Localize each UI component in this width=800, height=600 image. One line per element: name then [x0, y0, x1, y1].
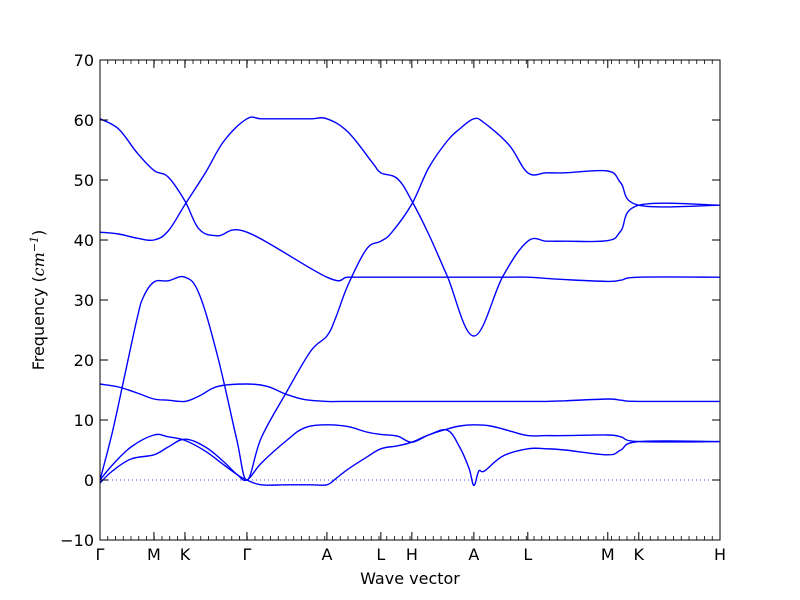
x-tick-label: H: [406, 545, 418, 564]
y-axis-label-prefix: Frequency (: [29, 276, 48, 370]
plot-frame: [99, 59, 721, 541]
x-tick-label: K: [180, 545, 191, 564]
x-tick-label: L: [523, 545, 532, 564]
band-line-5: [99, 424, 721, 482]
y-tick-label: 60: [74, 111, 94, 130]
x-tick-label: H: [714, 545, 726, 564]
y-axis-label-suffix: ): [29, 230, 48, 236]
band-line-3: [99, 117, 721, 481]
minor-ticks: [99, 60, 721, 540]
band-series-group: [99, 116, 721, 487]
y-tick-label: 20: [74, 351, 94, 370]
y-axis-label: Frequency (cm−1): [28, 230, 49, 371]
y-tick-label: 70: [74, 51, 94, 70]
y-axis-label-unit: cm: [29, 252, 48, 276]
x-tick-label: L: [376, 545, 385, 564]
x-tick-label: M: [601, 545, 615, 564]
y-tick-label: 50: [74, 171, 94, 190]
band-line-2: [99, 116, 721, 337]
x-tick-label: A: [321, 545, 332, 564]
y-axis-label-exponent: −1: [28, 236, 41, 252]
y-tick-label: 0: [84, 471, 94, 490]
x-tick-label: M: [147, 545, 161, 564]
y-tick-label: 30: [74, 291, 94, 310]
x-axis-label: Wave vector: [360, 569, 460, 588]
x-tick-label: A: [468, 545, 479, 564]
x-tick-label: Γ: [96, 545, 105, 564]
y-tick-label: 10: [74, 411, 94, 430]
x-tick-label: Γ: [242, 545, 251, 564]
y-tick-label: 40: [74, 231, 94, 250]
band-line-1: [99, 118, 721, 283]
y-tick-label: −10: [60, 531, 94, 550]
plot-area: [100, 60, 720, 540]
band-line-4: [99, 383, 721, 403]
x-tick-label: K: [634, 545, 645, 564]
band-line-6: [99, 428, 721, 487]
